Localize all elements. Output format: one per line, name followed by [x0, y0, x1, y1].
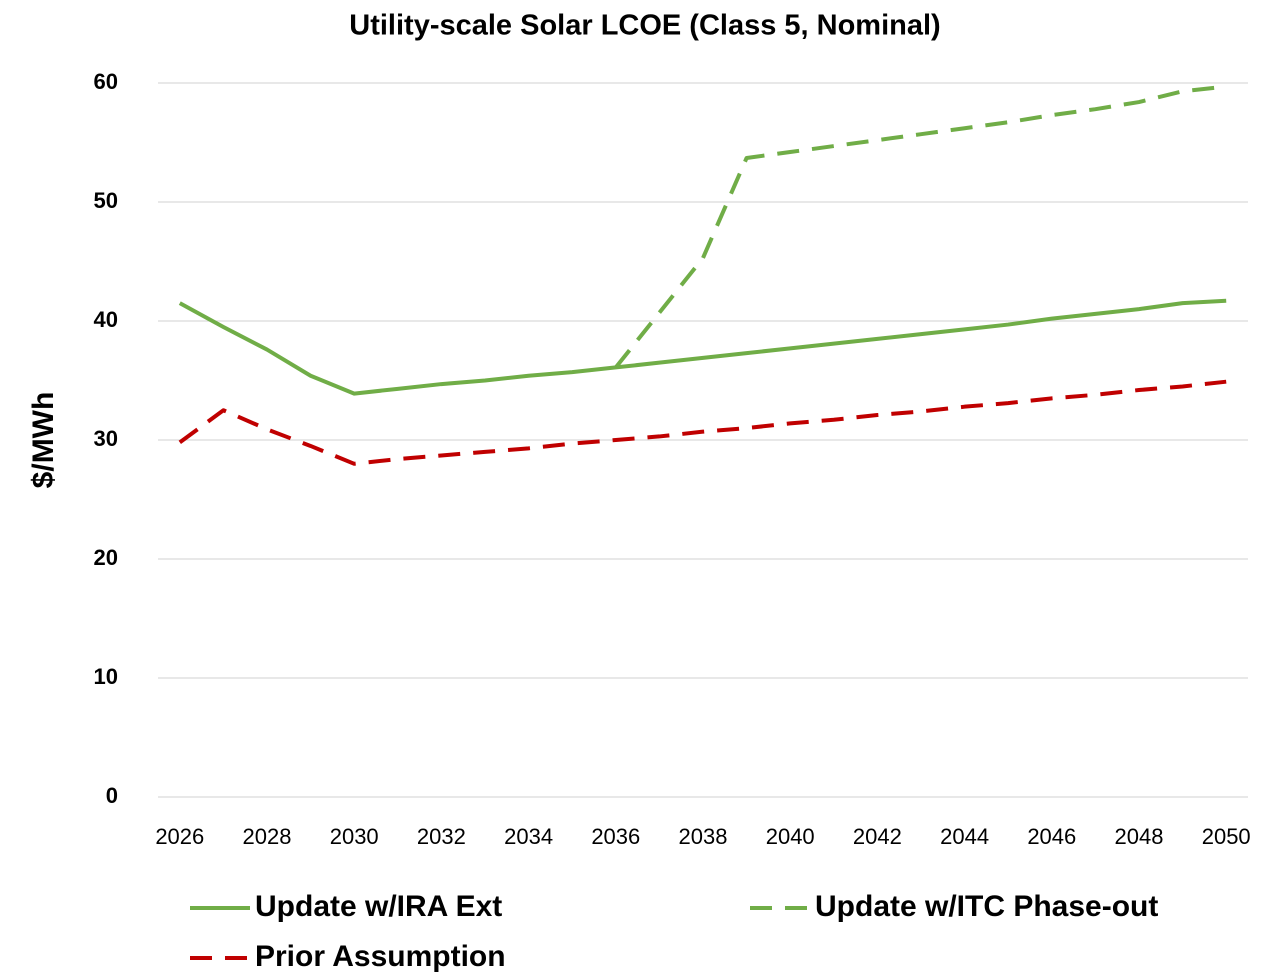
y-tick-label: 10	[94, 664, 118, 689]
x-tick-label: 2044	[940, 824, 989, 849]
x-tick-label: 2048	[1115, 824, 1164, 849]
x-tick-label: 2034	[504, 824, 553, 849]
chart-title: Utility-scale Solar LCOE (Class 5, Nomin…	[349, 10, 940, 42]
legend-label: Prior Assumption	[255, 940, 506, 973]
series-line	[614, 84, 1227, 369]
x-tick-label: 2040	[766, 824, 815, 849]
y-tick-label: 40	[94, 307, 118, 332]
x-tick-label: 2026	[155, 824, 204, 849]
y-tick-label: 50	[94, 188, 118, 213]
x-tick-label: 2038	[679, 824, 728, 849]
series-line	[178, 379, 1227, 466]
legend-label: Update w/ITC Phase-out	[815, 890, 1158, 923]
y-tick-label: 0	[106, 783, 118, 808]
x-tick-label: 2042	[853, 824, 902, 849]
y-tick-label: 20	[94, 545, 118, 570]
y-tick-label: 30	[94, 426, 118, 451]
series-line	[178, 298, 1227, 396]
x-tick-label: 2036	[591, 824, 640, 849]
x-tick-label: 2028	[243, 824, 292, 849]
x-tick-label: 2032	[417, 824, 466, 849]
y-axis-label: $/MWh	[27, 392, 60, 489]
x-tick-label: 2050	[1202, 824, 1251, 849]
legend-label: Update w/IRA Ext	[255, 890, 502, 923]
x-tick-label: 2030	[330, 824, 379, 849]
x-tick-label: 2046	[1027, 824, 1076, 849]
y-tick-label: 60	[94, 69, 118, 94]
